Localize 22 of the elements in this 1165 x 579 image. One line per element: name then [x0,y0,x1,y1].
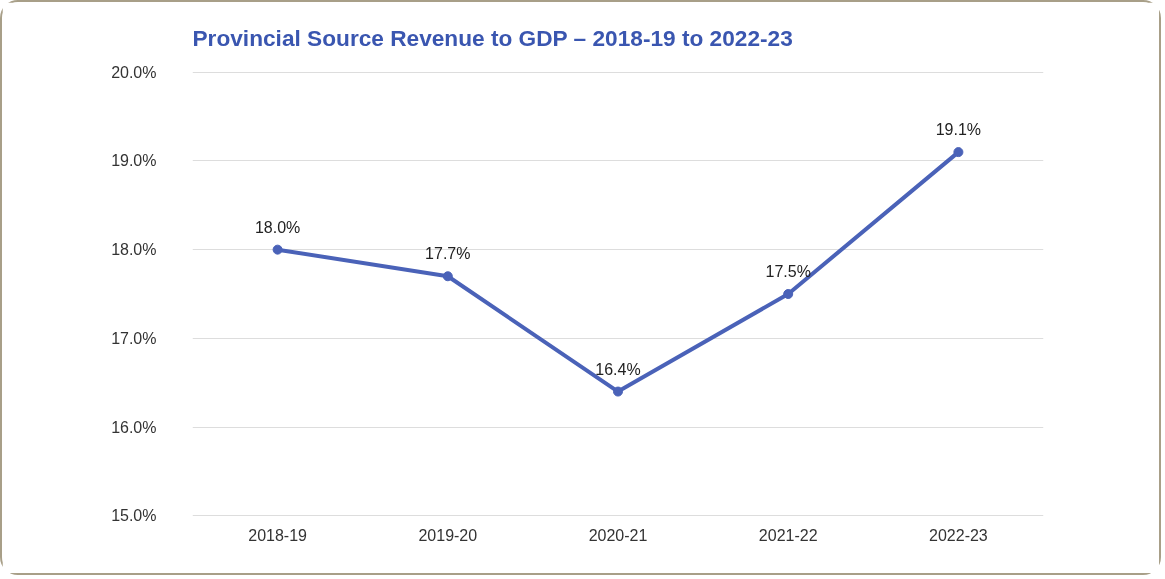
point [442,271,453,282]
y-tick-label: 15.0% [111,507,157,525]
data-label: 19.1% [935,121,982,139]
point [613,386,623,397]
y-tick-label: 20.0% [111,63,157,81]
x-tick-label: 2021-22 [758,526,818,544]
x-tick-label: 2022-23 [929,526,988,544]
data-label: 17.7% [425,245,471,263]
y-tick-label: 16.0% [111,418,157,436]
point [783,289,794,299]
chart-title: Provincial Source Revenue to GDP – 2018-19 to 2022-23 [192,24,793,51]
y-tick-label: 19.0% [111,152,157,170]
x-tick-label: 2020-21 [588,526,648,544]
y-tick-label: 18.0% [111,241,157,259]
x-tick-label: 2019-20 [418,526,478,544]
point [953,147,964,158]
y-tick-label: 17.0% [111,329,157,347]
data-label: 16.4% [595,360,641,378]
point [272,244,283,255]
data-label: 17.5% [765,263,811,280]
x-tick-label: 2018-19 [248,526,308,544]
data-label: 18.0% [254,218,301,236]
